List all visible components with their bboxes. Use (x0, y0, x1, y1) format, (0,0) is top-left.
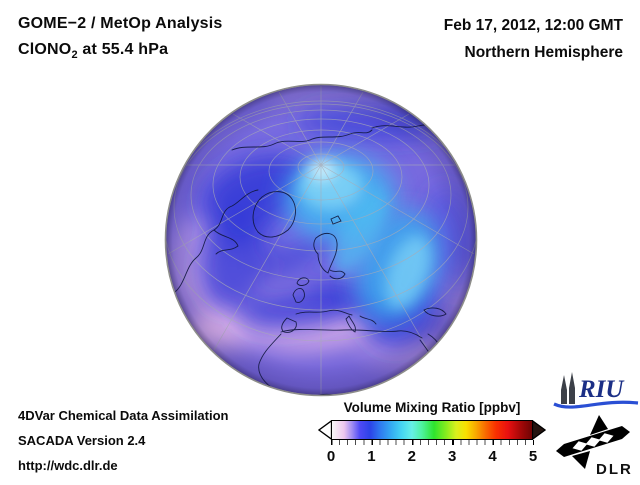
riu-logo-text: RIU (578, 376, 625, 403)
credits-block: 4DVar Chemical Data Assimilation SACADA … (18, 403, 229, 478)
version-label: SACADA Version 2.4 (18, 433, 146, 448)
species-subscript: 2 (71, 49, 78, 62)
tick-label-0: 0 (326, 448, 336, 465)
tick-label-2: 2 (407, 448, 416, 465)
dlr-logo: DLR (556, 415, 633, 478)
colorbar-left-arrow-icon (318, 420, 332, 440)
species-level-title: ClONO2 at 55.4 hPa (18, 41, 169, 62)
colorbar-gradient (331, 420, 533, 440)
tick-label-1: 1 (367, 448, 376, 465)
colorbar-right-arrow-icon (532, 420, 546, 440)
cologne-cathedral-icon (561, 375, 567, 404)
globe-field (166, 85, 476, 395)
colorbar: Volume Mixing Ratio [ppbv] 0 1 2 3 4 5 (318, 400, 546, 465)
datetime-label: Feb 17, 2012, 12:00 GMT (443, 17, 623, 34)
wdc-url-label: http://wdc.dlr.de (18, 458, 118, 473)
riu-logo: RIU (553, 372, 639, 409)
tick-label-3: 3 (448, 448, 457, 465)
colorbar-tick-labels: 0 1 2 3 4 5 (327, 448, 537, 465)
tick-label-4: 4 (488, 448, 497, 465)
title-block: GOME−2 / MetOp Analysis ClONO2 at 55.4 h… (18, 11, 223, 68)
globe-rim (164, 83, 478, 397)
colorbar-title: Volume Mixing Ratio [ppbv] (343, 400, 521, 415)
analysis-title: GOME−2 / MetOp Analysis (18, 15, 223, 32)
region-label: Northern Hemisphere (464, 44, 623, 61)
colorbar-ticks (331, 440, 534, 445)
dlr-emblem-icon (556, 415, 630, 469)
riu-swoosh-icon (553, 400, 639, 409)
cologne-cathedral-icon-spire2 (569, 372, 575, 404)
assimilation-label: 4DVar Chemical Data Assimilation (18, 408, 229, 423)
tick-label-5: 5 (528, 448, 538, 465)
dlr-logo-text: DLR (596, 461, 633, 478)
datetime-block: Feb 17, 2012, 12:00 GMT Northern Hemisph… (444, 12, 623, 66)
